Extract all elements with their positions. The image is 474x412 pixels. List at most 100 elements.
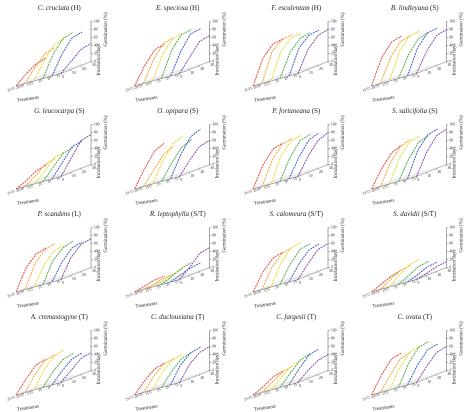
z-tick-label: 80 (94, 27, 98, 31)
floor-line (15, 279, 47, 293)
treatment-label: 15 (174, 73, 179, 78)
x-tick-label: 0 (299, 384, 301, 388)
germination-line (252, 142, 284, 190)
x-tick-label: 30 (92, 269, 96, 273)
species: S. davidii (393, 210, 419, 218)
germination-line (380, 35, 411, 84)
z-tick-label: 100 (331, 19, 337, 23)
treatment-label: 25/15 (244, 292, 253, 299)
x-tick-label: 0 (62, 178, 64, 182)
z-tick-label: 100 (450, 225, 456, 229)
germination-line (15, 57, 47, 87)
floor-line (270, 377, 302, 391)
germination-line (42, 240, 74, 285)
treatment-axis (252, 279, 299, 293)
x-axis-label: Incubation days (216, 44, 221, 76)
floor-line (261, 380, 293, 393)
x-tick-label: 10 (191, 277, 195, 281)
floor-line (161, 66, 192, 79)
x-tick-label: 20 (82, 273, 86, 277)
germination-line (398, 341, 429, 388)
z-axis-label: Germination (%) (341, 218, 346, 252)
z-tick-label: 0 (94, 162, 96, 166)
germination-line (143, 358, 174, 393)
floor-line (261, 71, 293, 84)
z-tick-label: 60 (213, 138, 217, 142)
panel-title: B. lindleyana (S) (391, 4, 439, 12)
germination-line (279, 353, 311, 388)
z-tick-label: 60 (450, 35, 454, 39)
z-axis-label: Germination (%) (223, 321, 228, 355)
germination-line (407, 261, 438, 283)
z-tick-label: 0 (94, 59, 96, 63)
germination-line (261, 34, 293, 84)
z-tick-label: 80 (450, 130, 454, 134)
treatment-label: 20/10 (253, 83, 262, 90)
z-axis-label: Germination (%) (104, 115, 109, 149)
floor-line (252, 73, 284, 87)
treatment-label: 25 (393, 387, 398, 392)
germination-line (279, 243, 311, 285)
x-tick-label: 0 (418, 384, 420, 388)
floor-line (288, 372, 320, 386)
z-tick-label: 0 (213, 265, 215, 269)
treatment-label: 20 (284, 282, 289, 287)
germination-line (143, 37, 174, 84)
germination-line (24, 47, 56, 84)
z-tick-label: 20 (450, 257, 454, 261)
x-tick-label: 0 (62, 75, 64, 79)
z-axis-label: Germination (%) (104, 218, 109, 252)
floor-line (371, 279, 402, 293)
germination-line (134, 362, 165, 396)
treatment-axis (371, 73, 417, 87)
z-tick-label: 40 (94, 43, 98, 47)
floor-line (42, 169, 74, 182)
treatment-label: 20 (165, 385, 170, 390)
z-tick-label: 20 (331, 257, 335, 261)
z-tick-label: 0 (94, 368, 96, 372)
treatment-label: 25 (156, 284, 161, 289)
z-axis-label: Germination (%) (104, 321, 109, 355)
x-tick-label: 10 (309, 380, 313, 384)
treatment-label: 15/5 (145, 81, 153, 87)
germination-line (407, 343, 438, 386)
y-axis-label: Treatments (254, 199, 277, 207)
x-tick-label: 20 (201, 273, 205, 277)
y-axis-label: Treatments (372, 302, 395, 310)
x-tick-label: 10 (309, 71, 313, 75)
treatment-label: 25 (275, 181, 280, 186)
x-tick-label: 10 (191, 71, 195, 75)
x-tick-label: 10 (428, 380, 432, 384)
x-axis-label: Incubation days (97, 147, 102, 179)
floor-line (152, 377, 183, 391)
floor-line (297, 370, 329, 383)
floor-line (261, 174, 293, 187)
floor-line (51, 372, 83, 386)
floor-line (279, 169, 311, 182)
group: (S/T) (308, 210, 323, 218)
germination-line (161, 29, 192, 79)
species: E. speciosa (155, 4, 188, 12)
z-tick-label: 100 (213, 19, 219, 23)
germination-line (51, 241, 83, 283)
floor-line (416, 370, 447, 383)
treatment-label: 25 (156, 387, 161, 392)
floor-line (297, 61, 329, 74)
z-tick-label: 100 (213, 328, 219, 332)
panel-title: E. speciosa (H) (155, 4, 200, 12)
species: S. salicifolia (392, 107, 428, 115)
floor-line (380, 277, 411, 290)
germination-line (161, 262, 192, 285)
floor-line (179, 61, 210, 74)
treatment-label: 20/10 (16, 83, 25, 90)
panel-title: S. salicifolia (S) (392, 107, 438, 115)
germination-line (371, 144, 402, 190)
z-tick-label: 0 (213, 368, 215, 372)
floor-line (60, 370, 92, 383)
floor-line (398, 375, 429, 388)
x-tick-label: 10 (191, 380, 195, 384)
z-tick-label: 60 (331, 241, 335, 245)
z-tick-label: 40 (450, 249, 454, 253)
x-tick-label: 10 (309, 174, 313, 178)
germination-line (261, 247, 293, 290)
